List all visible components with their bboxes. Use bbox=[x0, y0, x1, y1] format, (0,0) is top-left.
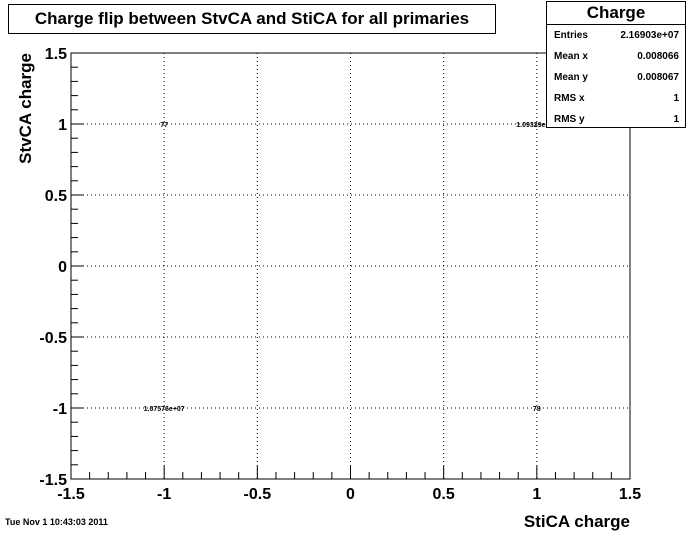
stats-value: 1 bbox=[673, 114, 679, 125]
y-tick-label: 1 bbox=[58, 117, 67, 134]
x-tick-label: -0.5 bbox=[244, 486, 272, 503]
x-tick-label: 0.5 bbox=[433, 486, 455, 503]
y-tick-label: 0.5 bbox=[45, 188, 67, 205]
stats-row-rms-x: RMS x 1 bbox=[547, 88, 685, 109]
y-tick-label: 1.5 bbox=[45, 46, 67, 63]
x-tick-label: -1.5 bbox=[57, 486, 85, 503]
y-tick-label: 0 bbox=[58, 259, 67, 276]
y-tick-label: -0.5 bbox=[39, 330, 67, 347]
stats-label: RMS x bbox=[554, 93, 585, 104]
y-axis-label: StvCA charge bbox=[16, 53, 35, 164]
x-tick-labels: -1.5 -1 -0.5 0 0.5 1 1.5 bbox=[57, 486, 641, 503]
stats-row-entries: Entries 2.16903e+07 bbox=[547, 25, 685, 46]
stats-value: 1 bbox=[673, 93, 679, 104]
stats-box: Charge Entries 2.16903e+07 Mean x 0.0080… bbox=[546, 1, 686, 128]
y-tick-label: -1.5 bbox=[39, 472, 67, 489]
chart-title: Charge flip between StvCA and StiCA for … bbox=[8, 4, 496, 34]
stats-value: 2.16903e+07 bbox=[620, 30, 679, 41]
axis-ticks bbox=[70, 52, 631, 480]
stats-label: Mean x bbox=[554, 51, 588, 62]
y-tick-labels: -1.5 -1 -0.5 0 0.5 1 1.5 bbox=[39, 46, 67, 489]
x-tick-label: 0 bbox=[346, 486, 355, 503]
bin-value-label: 1.09329e+07 bbox=[516, 122, 557, 129]
bin-value-label: 77 bbox=[160, 122, 168, 129]
bin-labels: 77 1.09329e+07 1.07576e+07 79 bbox=[144, 122, 558, 413]
stats-title: Charge bbox=[547, 2, 685, 25]
stats-label: RMS y bbox=[554, 114, 585, 125]
stats-label: Mean y bbox=[554, 72, 588, 83]
stats-row-mean-y: Mean y 0.008067 bbox=[547, 67, 685, 88]
stats-value: 0.008066 bbox=[637, 51, 679, 62]
bin-value-label: 1.07576e+07 bbox=[144, 406, 185, 413]
x-tick-label: 1 bbox=[532, 486, 541, 503]
x-tick-label: -1 bbox=[157, 486, 171, 503]
stats-row-mean-x: Mean x 0.008066 bbox=[547, 46, 685, 67]
bin-value-label: 79 bbox=[533, 406, 541, 413]
x-axis-label: StiCA charge bbox=[524, 512, 630, 531]
stats-row-rms-y: RMS y 1 bbox=[547, 109, 685, 130]
timestamp: Tue Nov 1 10:43:03 2011 bbox=[5, 517, 108, 527]
y-tick-label: -1 bbox=[53, 401, 67, 418]
stats-label: Entries bbox=[554, 30, 588, 41]
x-tick-label: 1.5 bbox=[619, 486, 641, 503]
grid-lines bbox=[71, 53, 630, 479]
stats-value: 0.008067 bbox=[637, 72, 679, 83]
